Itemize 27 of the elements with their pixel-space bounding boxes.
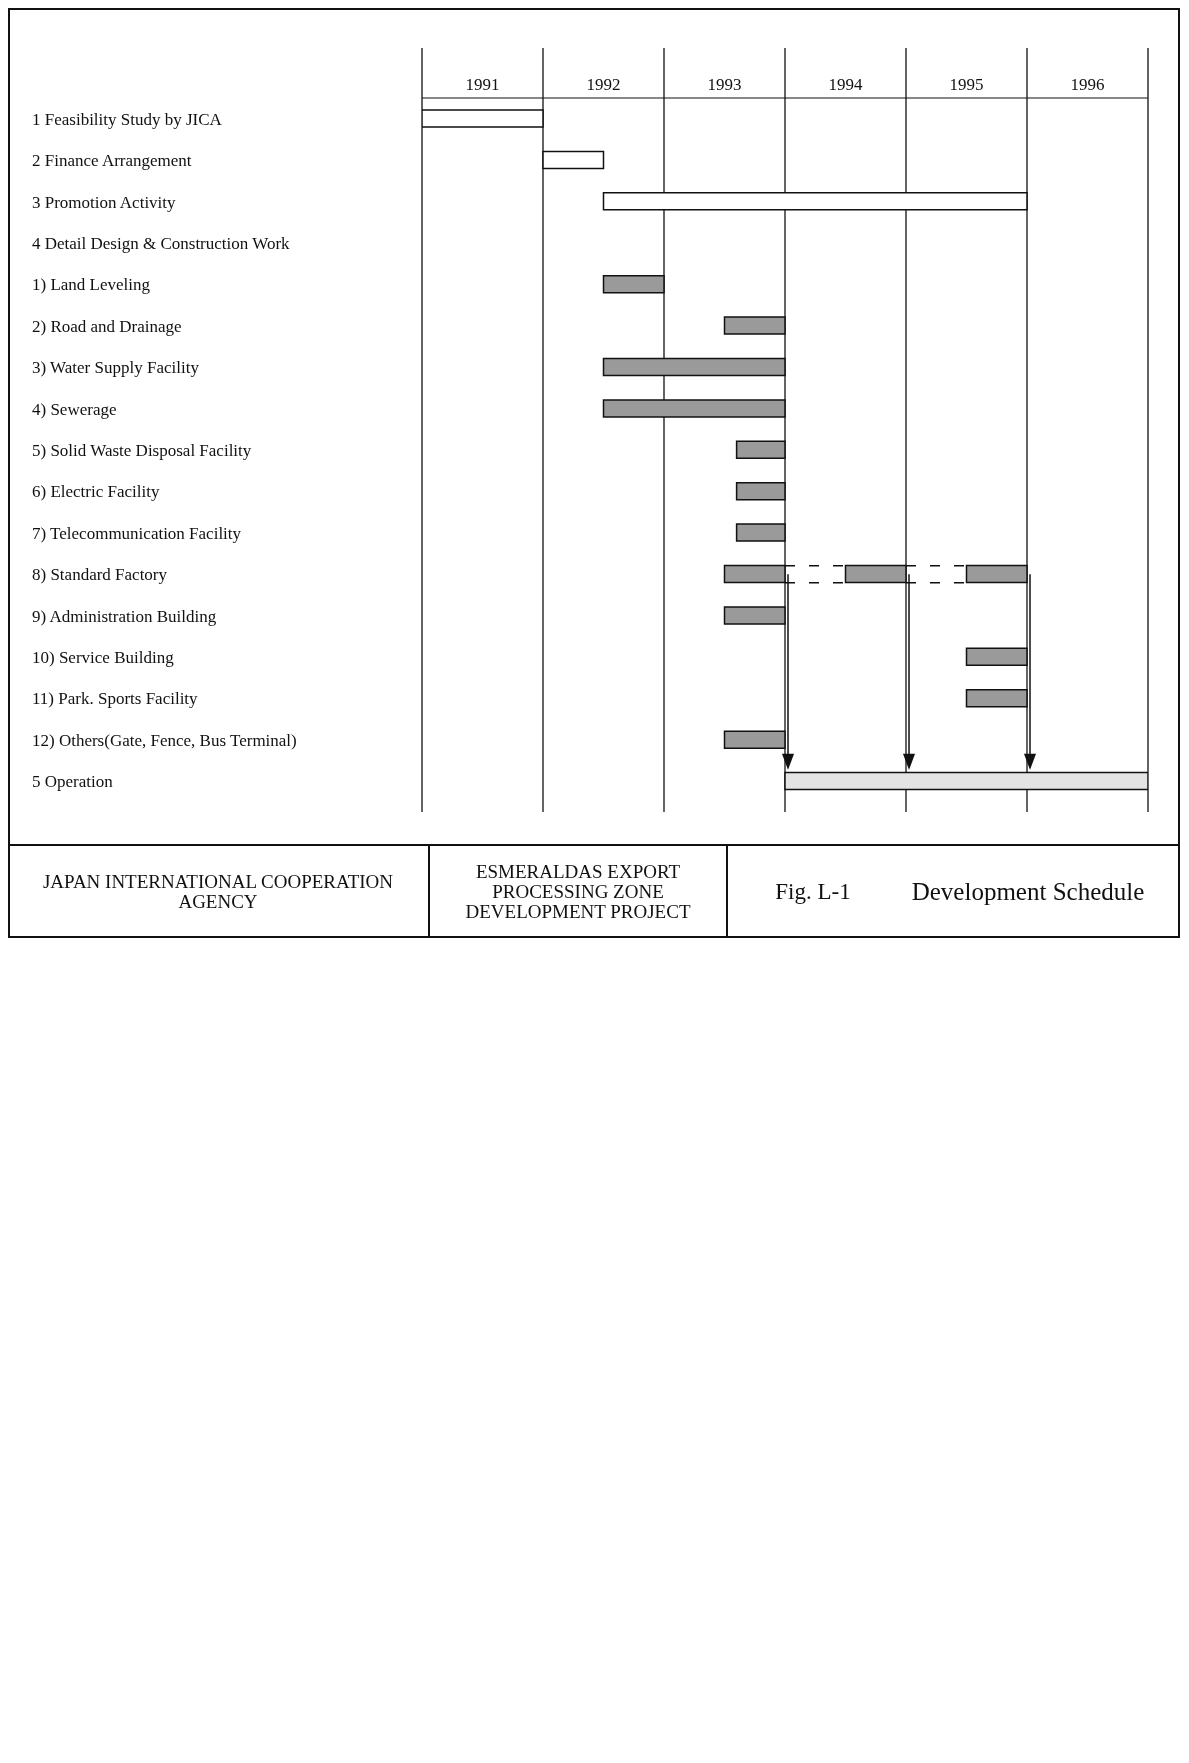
x-tick-label: 1991 bbox=[465, 75, 500, 94]
x-tick-label: 1993 bbox=[707, 75, 742, 94]
x-tick-label: 1996 bbox=[1070, 75, 1105, 94]
y-tick-label: 3) Water Supply Facility bbox=[32, 358, 200, 378]
y-tick-label: 12) Others(Gate, Fence, Bus Terminal) bbox=[32, 730, 297, 750]
y-tick-label: 1) Land Leveling bbox=[32, 275, 151, 295]
y-tick-label: 4) Sewerage bbox=[32, 399, 117, 419]
y-tick-label: 11) Park. Sports Facility bbox=[32, 689, 199, 709]
y-tick-label: 4 Detail Design & Construction Work bbox=[32, 233, 291, 253]
x-tick-label: 1995 bbox=[949, 75, 984, 94]
text: Development Schedule bbox=[911, 877, 1145, 906]
y-tick-label: 8) Standard Factory bbox=[32, 565, 168, 585]
y-tick-label: 10) Service Building bbox=[32, 648, 175, 668]
y-tick-label: 5) Solid Waste Disposal Facility bbox=[32, 441, 252, 460]
text: JAPAN INTERNATIONAL COOPERATION AGENCY bbox=[41, 871, 395, 912]
y-tick-label: 2) Road and Drainage bbox=[32, 316, 182, 336]
y-tick-label: 6) Electric Facility bbox=[32, 482, 160, 502]
x-tick-label: 1992 bbox=[586, 75, 621, 94]
y-tick-label: 7) Telecommunication Facility bbox=[32, 523, 242, 543]
y-tick-label: 1 Feasibility Study by JICA bbox=[32, 109, 223, 129]
text: ESMERALDAS EXPORT PROCESSING ZONE DEVELOPMENT PROJECT bbox=[464, 861, 692, 922]
y-tick-label: 5 Operation bbox=[32, 772, 114, 792]
y-tick-label: 3 Promotion Activity bbox=[32, 192, 177, 212]
x-tick-label: 1994 bbox=[828, 75, 863, 94]
y-tick-label: 2 Finance Arrangement bbox=[32, 151, 192, 171]
y-tick-label: 9) Administration Building bbox=[32, 606, 217, 626]
text: Fig. L-1 bbox=[775, 878, 851, 905]
